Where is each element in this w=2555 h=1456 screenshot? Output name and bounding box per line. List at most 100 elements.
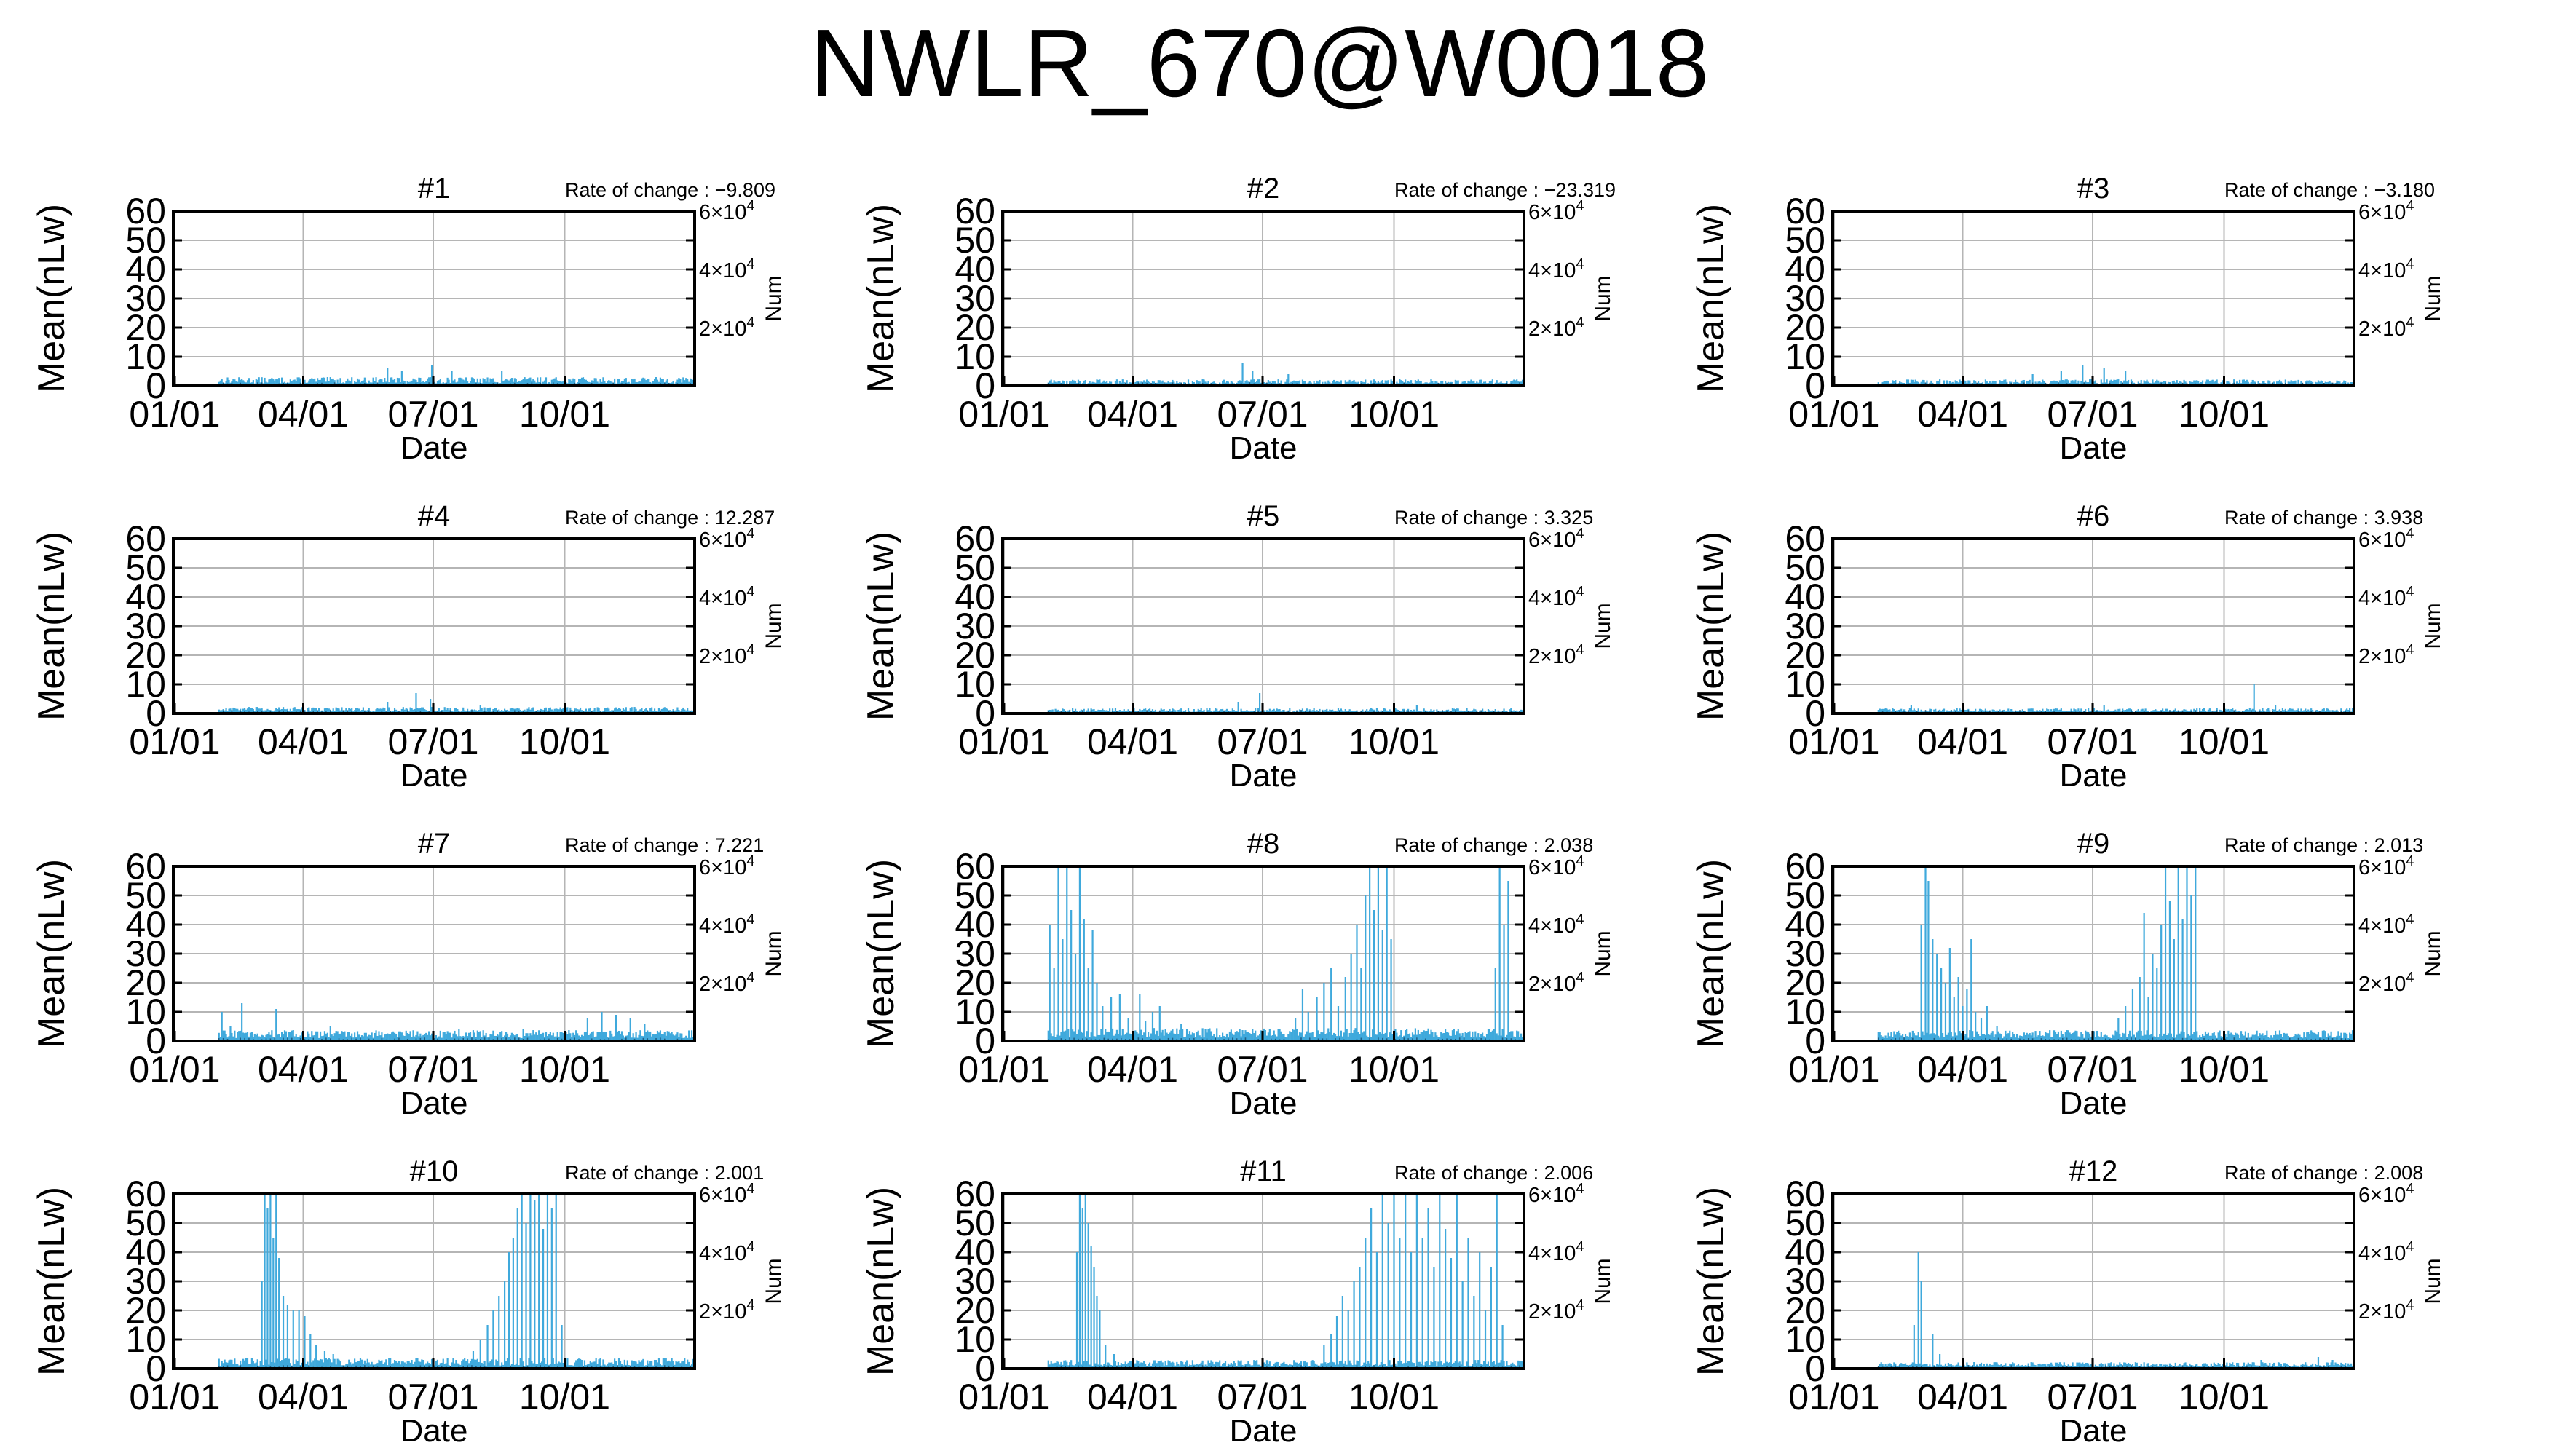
y2-tick-label: 4×104 <box>2358 584 2414 610</box>
y-tick-label: 0 <box>146 1021 166 1061</box>
panel-title: #7 <box>418 828 451 860</box>
y-tick-label: 60 <box>125 846 166 887</box>
y-tick-label: 0 <box>975 365 995 406</box>
x-tick-label: 07/01 <box>1217 394 1308 435</box>
y-tick-label: 10 <box>1785 992 1825 1032</box>
rate-of-change: Rate of change : 3.938 <box>2224 507 2423 529</box>
x-tick-label: 07/01 <box>1217 721 1308 762</box>
y-axis-label: Mean(nLw) <box>31 204 73 393</box>
x-tick-label: 01/01 <box>958 721 1049 762</box>
y2-tick-label: 4×104 <box>699 1239 754 1265</box>
rate-of-change: Rate of change : 2.001 <box>565 1162 764 1184</box>
y2-axis-label: Num <box>2421 275 2445 321</box>
x-tick-label: 07/01 <box>387 1377 478 1417</box>
y-tick-label: 50 <box>955 875 995 916</box>
y-axis-label: Mean(nLw) <box>31 531 73 721</box>
mean-series <box>1877 684 2355 713</box>
y-tick-label: 40 <box>1785 904 1825 945</box>
x-tick-label: 01/01 <box>129 721 220 762</box>
y2-tick-label: 6×104 <box>2358 526 2414 552</box>
y-tick-label: 40 <box>125 577 166 617</box>
x-tick-label: 10/01 <box>519 1049 610 1090</box>
y-tick-label: 20 <box>125 307 166 348</box>
x-tick-label: 07/01 <box>2047 1049 2138 1090</box>
y-tick-label: 60 <box>1785 846 1825 887</box>
y-tick-label: 30 <box>1785 278 1825 319</box>
y-tick-label: 40 <box>1785 249 1825 290</box>
y2-tick-label: 6×104 <box>699 198 754 224</box>
panel-title: #2 <box>1247 173 1280 205</box>
y-tick-label: 10 <box>1785 336 1825 377</box>
y-tick-label: 60 <box>125 1174 166 1214</box>
y-tick-label: 60 <box>955 191 995 232</box>
x-tick-label: 04/01 <box>1087 1049 1178 1090</box>
x-axis-label: Date <box>400 758 468 794</box>
y2-tick-label: 6×104 <box>699 853 754 879</box>
y-tick-label: 60 <box>955 518 995 559</box>
y2-tick-label: 2×104 <box>699 314 754 341</box>
y2-tick-label: 6×104 <box>699 526 754 552</box>
y-tick-label: 30 <box>1785 933 1825 974</box>
x-tick-label: 04/01 <box>258 1049 349 1090</box>
rate-of-change: Rate of change : 7.221 <box>565 834 764 856</box>
x-axis-label: Date <box>400 430 468 466</box>
y-tick-label: 0 <box>146 1348 166 1389</box>
y-tick-label: 60 <box>1785 518 1825 559</box>
y-tick-label: 10 <box>955 336 995 377</box>
x-tick-label: 01/01 <box>129 394 220 435</box>
x-axis-label: Date <box>400 1413 468 1449</box>
y2-tick-label: 2×104 <box>1528 642 1584 668</box>
y-axis-label: Mean(nLw) <box>31 859 73 1048</box>
panel-title: #4 <box>418 500 451 532</box>
x-tick-label: 10/01 <box>519 721 610 762</box>
y-tick-label: 50 <box>1785 220 1825 261</box>
y2-tick-label: 4×104 <box>2358 911 2414 938</box>
x-tick-label: 04/01 <box>1087 394 1178 435</box>
x-tick-label: 04/01 <box>258 394 349 435</box>
x-tick-label: 04/01 <box>1917 721 2008 762</box>
mean-series <box>218 365 696 386</box>
y2-tick-label: 6×104 <box>1528 198 1584 224</box>
panel-title: #9 <box>2077 828 2110 860</box>
y2-tick-label: 2×104 <box>2358 970 2414 996</box>
x-tick-label: 04/01 <box>1917 394 2008 435</box>
y-tick-label: 20 <box>955 307 995 348</box>
y-tick-label: 10 <box>1785 664 1825 705</box>
y-tick-label: 50 <box>1785 875 1825 916</box>
y-tick-label: 10 <box>955 664 995 705</box>
rate-of-change: Rate of change : 3.325 <box>1394 507 1593 529</box>
y2-axis-label: Num <box>1591 930 1615 976</box>
x-tick-label: 07/01 <box>387 1049 478 1090</box>
y2-tick-label: 4×104 <box>699 256 754 282</box>
y2-tick-label: 4×104 <box>1528 256 1584 282</box>
y-tick-label: 0 <box>146 693 166 734</box>
y-tick-label: 0 <box>975 693 995 734</box>
y-tick-label: 30 <box>125 933 166 974</box>
y-tick-label: 40 <box>125 249 166 290</box>
y-tick-label: 50 <box>1785 547 1825 588</box>
y2-tick-label: 2×104 <box>699 970 754 996</box>
y-tick-label: 40 <box>125 1232 166 1273</box>
y-tick-label: 10 <box>125 336 166 377</box>
mean-series <box>1047 693 1525 713</box>
y-tick-label: 60 <box>125 191 166 232</box>
x-tick-label: 10/01 <box>2179 721 2270 762</box>
y-tick-label: 10 <box>125 992 166 1032</box>
mean-series <box>218 1003 696 1041</box>
y-axis-label: Mean(nLw) <box>31 1187 73 1376</box>
y-tick-label: 0 <box>1805 1021 1825 1061</box>
y-tick-label: 30 <box>955 278 995 319</box>
x-axis-label: Date <box>1230 430 1298 466</box>
y2-tick-label: 2×104 <box>2358 314 2414 341</box>
rate-of-change: Rate of change : 2.038 <box>1394 834 1593 856</box>
y2-axis-label: Num <box>762 603 786 649</box>
y-tick-label: 60 <box>955 846 995 887</box>
